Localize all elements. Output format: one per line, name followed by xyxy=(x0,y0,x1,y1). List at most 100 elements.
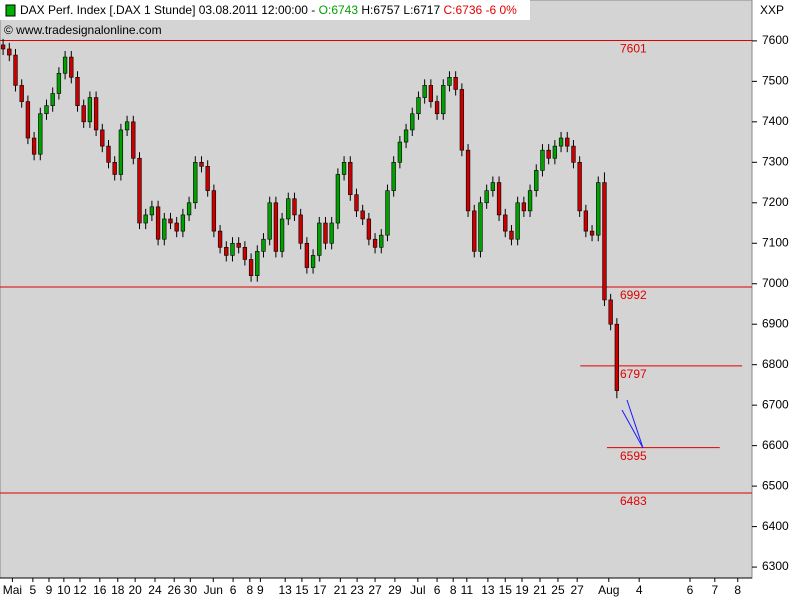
plot-area xyxy=(0,0,753,579)
x-tick-label: 11 xyxy=(461,583,474,597)
candle-body xyxy=(434,101,440,115)
candle-body xyxy=(503,214,508,232)
x-tick-label: 27 xyxy=(570,583,584,597)
x-tick-label: 17 xyxy=(313,583,327,597)
x-tick-label: 18 xyxy=(111,583,125,597)
candle-body xyxy=(546,149,551,159)
level-label: 6992 xyxy=(620,288,647,302)
y-tick-label: 6800 xyxy=(762,357,789,371)
candle-body xyxy=(131,121,136,159)
x-tick-label: 13 xyxy=(278,583,292,597)
candle-body xyxy=(583,210,589,232)
candle-body xyxy=(360,210,365,220)
candle-body xyxy=(193,162,198,204)
x-tick-label: 30 xyxy=(184,583,198,597)
candle-body xyxy=(397,141,403,163)
candle-body xyxy=(484,190,489,204)
candle-body xyxy=(31,137,37,155)
candle-body xyxy=(118,129,124,175)
candle-body xyxy=(472,210,477,252)
candle-body xyxy=(75,77,80,106)
candle-body xyxy=(87,97,93,123)
candle-body xyxy=(162,218,167,240)
candle-body xyxy=(143,214,148,224)
candle-body xyxy=(534,170,539,191)
candle-body xyxy=(211,190,217,232)
candle-body xyxy=(379,234,384,248)
y-tick-label: 7100 xyxy=(762,235,789,249)
candle-body xyxy=(174,222,179,232)
candle-body xyxy=(453,77,458,90)
projection-line xyxy=(621,409,644,449)
candle-body xyxy=(261,238,266,252)
candle-body xyxy=(242,247,248,260)
candle-body xyxy=(100,129,105,147)
candle-body xyxy=(441,85,446,115)
candle-body xyxy=(323,222,328,244)
candle-body xyxy=(310,255,316,268)
candle-body xyxy=(248,259,254,276)
candle-body xyxy=(292,198,297,216)
candle-body xyxy=(552,145,558,159)
candle-body xyxy=(255,251,260,276)
candle-body xyxy=(496,182,502,216)
y-tick-label: 7200 xyxy=(762,195,789,209)
x-tick-label: Jul xyxy=(410,583,425,597)
x-tick-label: 23 xyxy=(350,583,364,597)
candle-body xyxy=(608,299,613,325)
x-tick-label: 21 xyxy=(533,583,547,597)
level-label: 6483 xyxy=(620,494,647,508)
candle-body xyxy=(7,48,12,56)
candle-body xyxy=(137,157,142,224)
candle-body xyxy=(447,77,452,86)
x-tick-label: Jun xyxy=(204,583,223,597)
candle-body xyxy=(317,222,322,256)
y-tick-label: 6600 xyxy=(762,438,789,452)
candle-body xyxy=(366,218,372,240)
candle-body xyxy=(614,323,620,391)
candle-body xyxy=(521,202,527,212)
candle-body xyxy=(304,242,310,268)
x-tick-label: 6 xyxy=(434,583,441,597)
y-tick-label: 7500 xyxy=(762,74,789,88)
candle-body xyxy=(602,182,607,301)
candle-body xyxy=(385,190,390,236)
candle-body xyxy=(329,222,334,244)
x-tick-label: 15 xyxy=(295,583,309,597)
x-tick-label: 9 xyxy=(46,583,53,597)
level-label: 7601 xyxy=(620,42,647,56)
candle-body xyxy=(490,182,496,191)
candle-body xyxy=(56,72,62,94)
level-label: 6595 xyxy=(620,449,647,463)
x-tick-label: 26 xyxy=(168,583,182,597)
y-tick-label: 6700 xyxy=(762,397,789,411)
candle-body xyxy=(589,230,595,236)
y-tick-label: 6300 xyxy=(762,559,789,573)
x-tick-label: 10 xyxy=(57,583,71,597)
candle-body xyxy=(558,137,564,147)
candle-body xyxy=(180,214,186,232)
candle-body xyxy=(459,89,465,151)
candle-body xyxy=(205,166,210,191)
candle-body xyxy=(38,113,43,155)
candle-body xyxy=(44,105,49,115)
candle-body xyxy=(410,113,415,131)
y-tick-label: 7000 xyxy=(762,276,789,290)
header-icon xyxy=(5,4,16,17)
candle-body xyxy=(298,214,303,244)
projection-line xyxy=(626,399,644,449)
candle-body xyxy=(155,206,161,240)
y-tick-label: 7400 xyxy=(762,114,789,128)
x-tick-label: 5 xyxy=(30,583,37,597)
candle-body xyxy=(62,56,68,74)
candle-body xyxy=(124,121,130,131)
y-tick-label: 6500 xyxy=(762,478,789,492)
x-tick-label: 9 xyxy=(257,583,264,597)
candle-body xyxy=(565,137,570,147)
axis-label: XXP xyxy=(760,3,784,17)
header-box xyxy=(0,0,530,20)
candle-body xyxy=(273,202,279,252)
x-tick-label: 15 xyxy=(499,583,513,597)
candle-body xyxy=(13,54,18,86)
candle-body xyxy=(50,93,55,106)
